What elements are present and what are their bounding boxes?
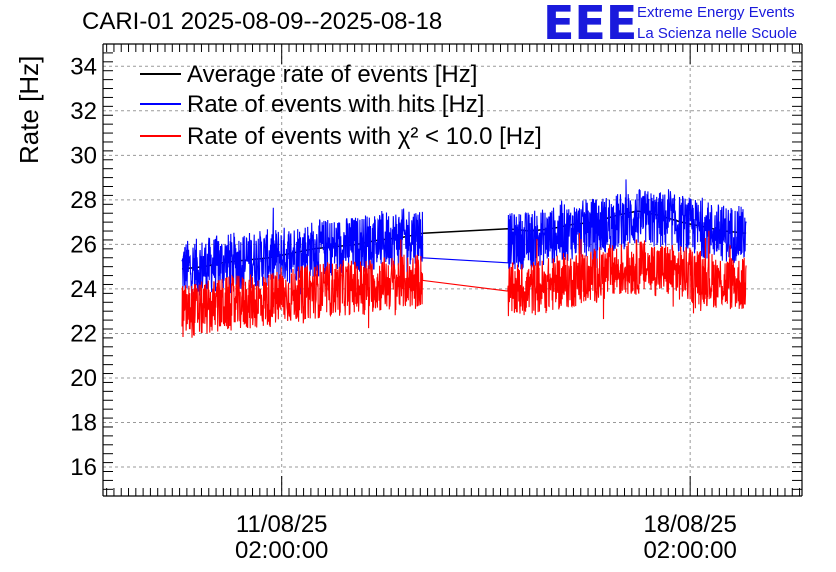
y-tick-label: 30 bbox=[70, 142, 97, 169]
y-tick-label: 32 bbox=[70, 98, 97, 125]
y-tick-label: 28 bbox=[70, 187, 97, 214]
logo-subtitle-line1: Extreme Energy Events bbox=[637, 4, 795, 21]
axes: 1618202224262830323411/08/2502:00:0018/0… bbox=[70, 43, 803, 564]
x-tick-label-time: 02:00:00 bbox=[643, 537, 736, 564]
chart-title: CARI-01 2025-08-09--2025-08-18 bbox=[82, 8, 443, 35]
y-tick-label: 18 bbox=[70, 410, 97, 437]
x-tick-label-date: 11/08/25 bbox=[236, 511, 328, 538]
y-tick-label: 34 bbox=[70, 53, 97, 80]
eee-logo: EEE bbox=[543, 0, 638, 50]
series-line-hits bbox=[181, 179, 747, 297]
logo-subtitle-line2: La Scienza nelle Scuole bbox=[637, 25, 798, 42]
series-lines bbox=[181, 179, 747, 338]
y-tick-label: 20 bbox=[70, 365, 97, 392]
legend-entry-1: Rate of events with hits [Hz] bbox=[187, 91, 484, 118]
series-line-chi2 bbox=[181, 230, 747, 338]
legend-entry-2: Rate of events with χ² < 10.0 [Hz] bbox=[187, 123, 542, 150]
y-tick-label: 24 bbox=[70, 276, 97, 303]
legend: Average rate of events [Hz] Rate of event… bbox=[140, 61, 542, 150]
legend-entry-0: Average rate of events [Hz] bbox=[187, 61, 477, 88]
y-tick-label: 26 bbox=[70, 231, 97, 258]
x-tick-label-time: 02:00:00 bbox=[235, 537, 328, 564]
y-tick-label: 22 bbox=[70, 320, 97, 347]
y-tick-label: 16 bbox=[70, 454, 97, 481]
x-tick-label-date: 18/08/25 bbox=[643, 511, 736, 538]
